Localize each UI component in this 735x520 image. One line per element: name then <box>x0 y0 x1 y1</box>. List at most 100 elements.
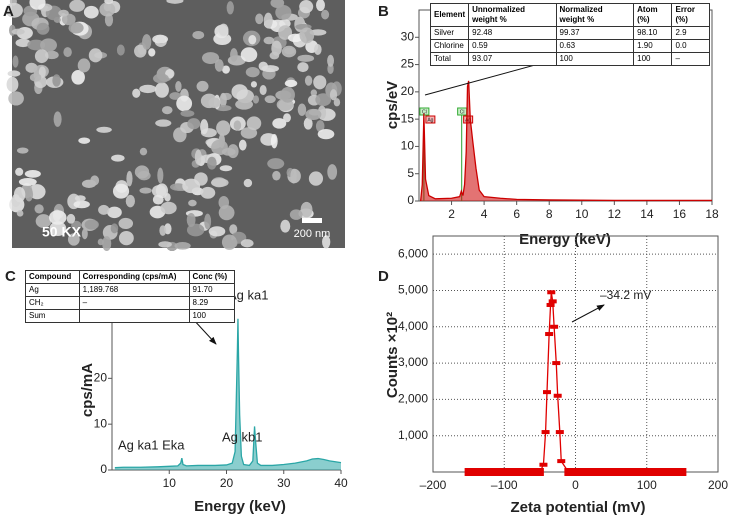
data-table: Element Unnormalized weight % Normalized w… <box>429 3 710 66</box>
particle <box>81 228 88 240</box>
marker-box <box>425 115 436 124</box>
x-tick-label: 100 <box>637 478 657 492</box>
particle <box>77 58 91 73</box>
particle <box>207 156 217 170</box>
table-cell: 0.63 <box>555 39 635 53</box>
particle <box>252 95 260 104</box>
particle <box>305 108 322 121</box>
table-cell: Conc (%) <box>188 270 236 284</box>
y-tick-label: 0 <box>100 462 107 476</box>
particle <box>69 0 85 12</box>
particle <box>13 186 26 203</box>
particle <box>218 23 229 36</box>
particle <box>263 12 273 29</box>
y-tick-label: 10 <box>94 416 108 430</box>
y-axis-title: Counts ×10² <box>384 312 401 398</box>
point <box>649 468 658 476</box>
particle <box>152 194 164 205</box>
series-line <box>114 318 342 469</box>
particle <box>300 201 313 218</box>
point <box>500 468 509 476</box>
x-tick-label: 0 <box>572 478 579 492</box>
particle <box>243 178 253 188</box>
table-cell: Total <box>429 52 470 66</box>
particle <box>152 34 169 44</box>
particle <box>24 169 41 178</box>
particle <box>78 137 91 144</box>
y-tick-label: 15 <box>401 111 415 125</box>
table-row: Ag 1,189.768 91.70 <box>25 283 236 297</box>
particle <box>200 186 216 199</box>
particle <box>297 54 315 62</box>
panel-label: A <box>3 3 14 20</box>
table-cell: Error (%) <box>671 3 710 27</box>
particle <box>310 89 317 97</box>
particle <box>317 128 335 140</box>
particle <box>176 95 193 112</box>
particle <box>229 224 238 235</box>
point <box>678 468 687 476</box>
point <box>507 468 516 476</box>
particle <box>175 80 182 92</box>
table-cell: 98.10 <box>633 26 673 40</box>
point <box>528 468 537 476</box>
table-row: Compound Corresponding (cps/mA) Conc (%) <box>25 270 236 284</box>
particle <box>219 165 233 172</box>
y-tick-label: 1,000 <box>398 428 428 442</box>
table-cell: 8.29 <box>188 296 236 310</box>
point <box>493 468 502 476</box>
particle <box>29 0 46 10</box>
particle <box>98 204 110 215</box>
point <box>657 468 665 476</box>
particle <box>116 44 125 56</box>
particle <box>216 120 231 136</box>
x-tick-label: 18 <box>705 207 719 221</box>
particle <box>118 217 134 230</box>
particle <box>327 54 335 67</box>
table-cell: 91.70 <box>188 283 236 297</box>
particle <box>204 213 212 230</box>
particle <box>258 61 268 71</box>
particle <box>99 2 116 17</box>
particle <box>102 236 112 251</box>
series-line <box>419 80 712 202</box>
particle <box>297 103 307 116</box>
x-axis-title: Energy (keV) <box>519 231 611 248</box>
table-cell: Normalized weight % <box>555 3 635 27</box>
particle <box>161 106 173 115</box>
particle <box>192 30 205 40</box>
particle <box>125 194 135 208</box>
x-tick-label: 200 <box>708 478 728 492</box>
particle <box>38 66 46 78</box>
particle <box>322 235 331 249</box>
particle <box>210 178 229 188</box>
table-row: Total 93.07 100 100– <box>429 52 710 66</box>
x-tick-label: 16 <box>673 207 687 221</box>
particle <box>5 2 23 18</box>
particle <box>34 49 49 64</box>
particle <box>221 148 236 156</box>
point <box>464 468 473 476</box>
particle <box>231 239 238 248</box>
table-cell: 2.9 <box>671 26 710 40</box>
particle <box>84 219 99 230</box>
y-axis-title: cps/eV <box>384 81 401 129</box>
particle <box>240 239 254 248</box>
particle <box>200 119 209 135</box>
point <box>600 468 608 476</box>
x-tick-label: 40 <box>334 476 348 490</box>
particle <box>126 170 133 187</box>
y-tick-label: 20 <box>94 371 108 385</box>
x-tick-label: 6 <box>513 207 520 221</box>
point <box>545 332 554 337</box>
particle <box>248 35 257 45</box>
particle <box>7 70 21 77</box>
particle <box>148 48 156 57</box>
table-row: Chlorine 0.59 0.63 1.90 0.0 <box>429 39 710 53</box>
table-cell: 0.59 <box>468 39 557 53</box>
annotation: Ag kb1 <box>222 429 262 444</box>
point <box>642 468 651 476</box>
particle <box>187 118 201 130</box>
point <box>592 468 601 476</box>
marker-label: Cl <box>460 109 465 115</box>
